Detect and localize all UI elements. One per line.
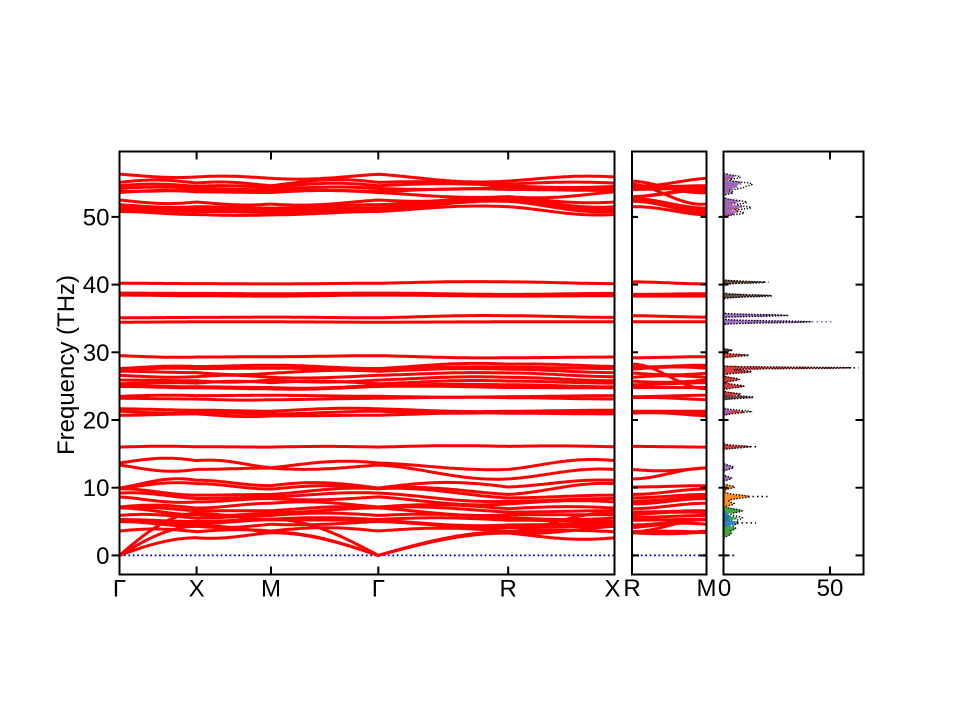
svg-text:R: R [500, 576, 517, 603]
svg-text:R: R [623, 575, 640, 602]
svg-text:Γ: Γ [372, 576, 385, 603]
svg-text:Frequency (THz): Frequency (THz) [53, 275, 80, 455]
svg-text:30: 30 [83, 340, 110, 367]
svg-text:0: 0 [718, 575, 731, 602]
svg-text:Γ: Γ [113, 576, 126, 603]
svg-text:50: 50 [83, 204, 110, 231]
svg-text:M: M [697, 575, 717, 602]
svg-text:X: X [604, 576, 620, 603]
svg-text:0: 0 [96, 543, 109, 570]
svg-text:50: 50 [817, 575, 844, 602]
svg-text:10: 10 [83, 475, 110, 502]
svg-text:40: 40 [83, 272, 110, 299]
svg-text:X: X [189, 576, 205, 603]
svg-text:20: 20 [83, 408, 110, 435]
svg-text:M: M [261, 576, 281, 603]
